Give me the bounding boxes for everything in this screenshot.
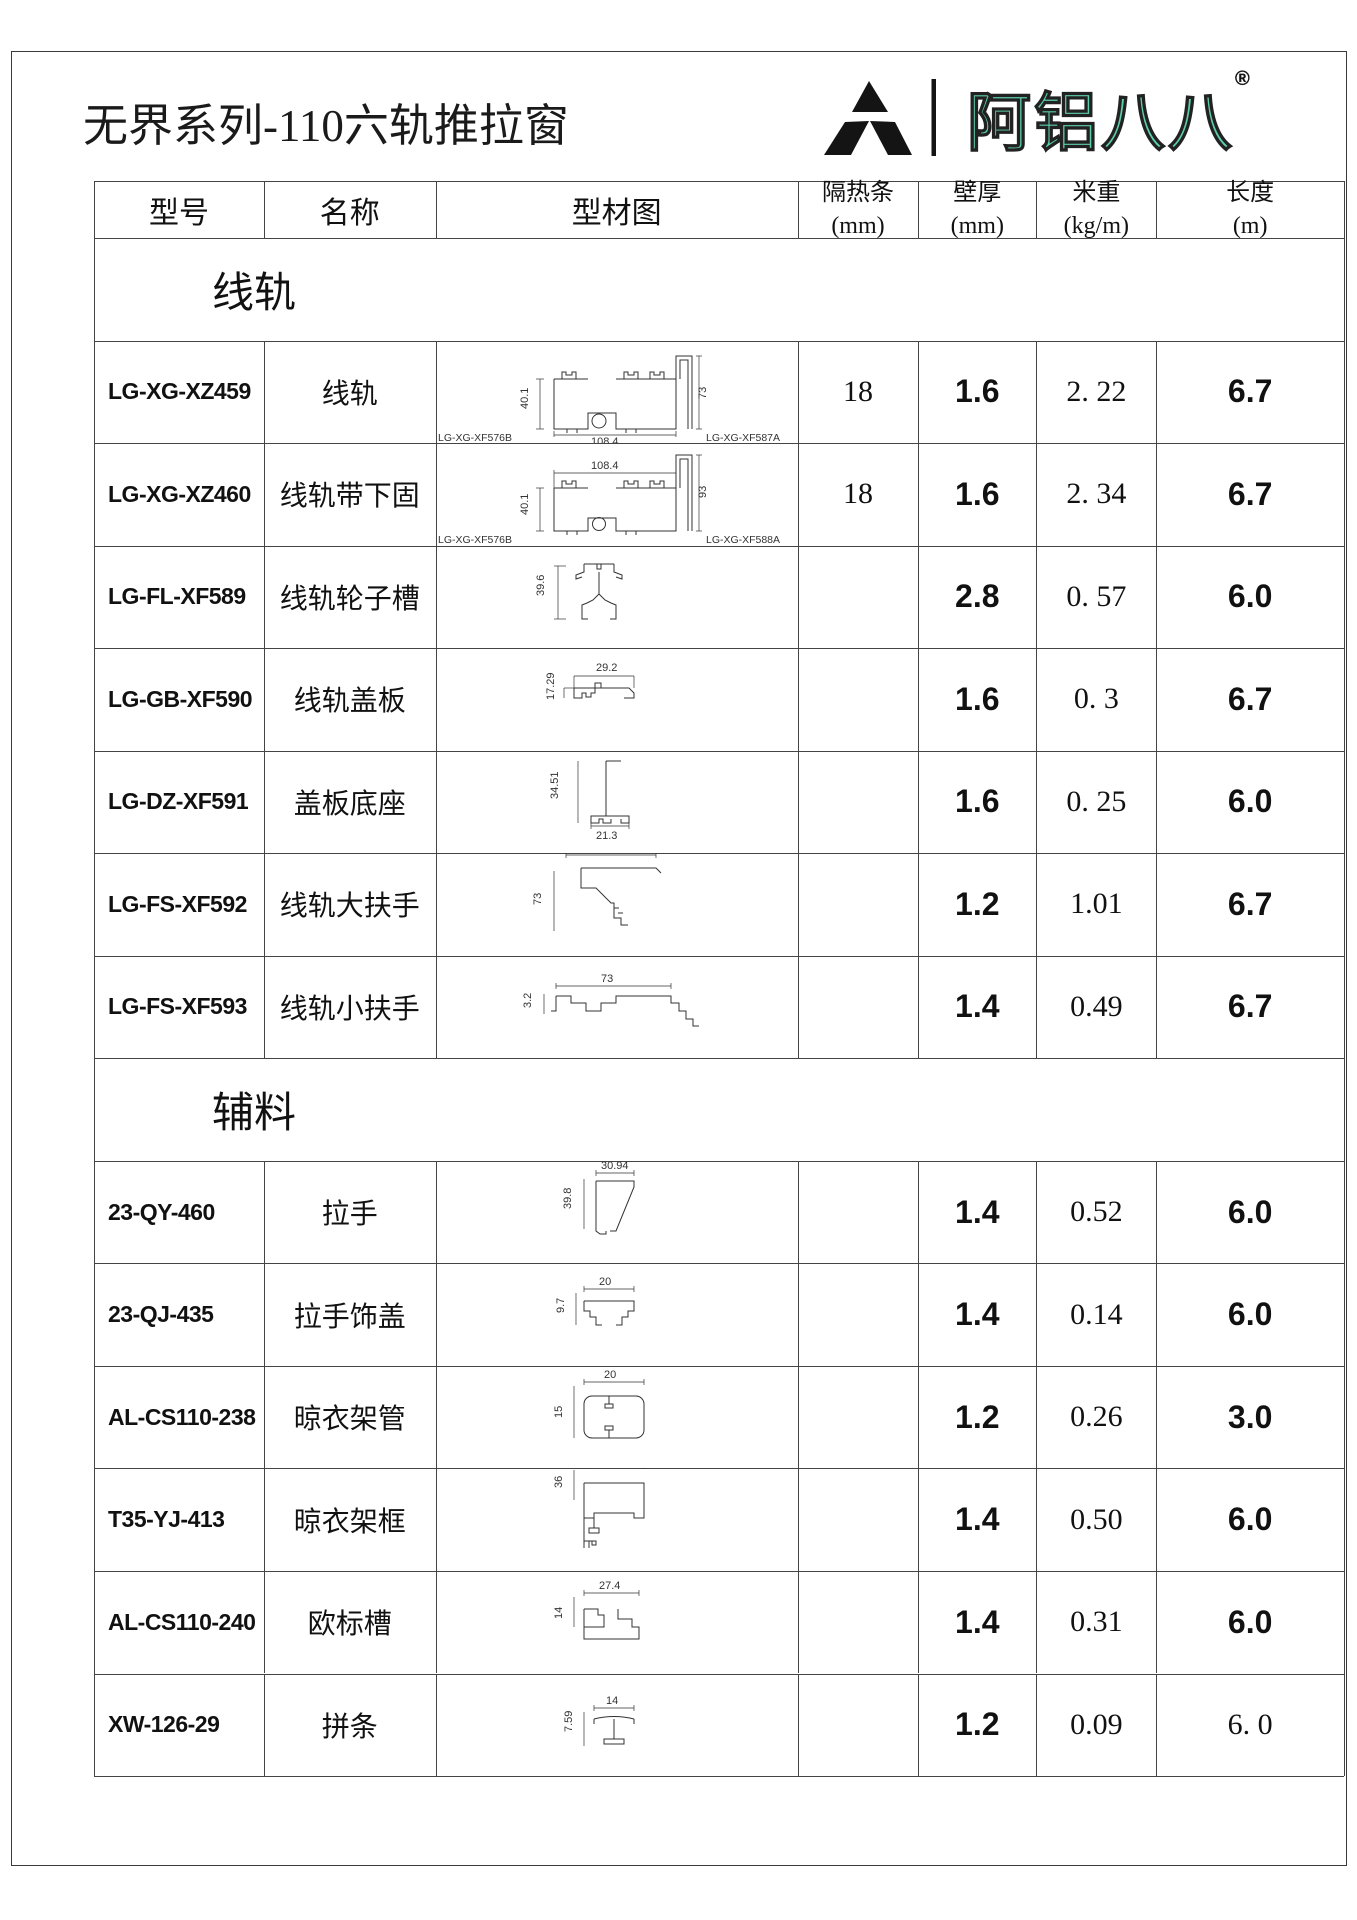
svg-text:40.1: 40.1 xyxy=(519,494,531,515)
svg-text:20: 20 xyxy=(604,1369,616,1381)
svg-text:21.3: 21.3 xyxy=(596,830,617,842)
svg-text:9.7: 9.7 xyxy=(555,1298,567,1313)
svg-text:15: 15 xyxy=(553,1406,565,1418)
svg-text:20: 20 xyxy=(599,1276,611,1288)
svg-text:LG-XG-XF588A: LG-XG-XF588A xyxy=(706,535,780,546)
svg-text:30.94: 30.94 xyxy=(601,1161,629,1172)
svg-text:LG-XG-XF587A: LG-XG-XF587A xyxy=(706,432,780,443)
svg-text:7.59: 7.59 xyxy=(563,1710,575,1731)
svg-text:34.51: 34.51 xyxy=(549,771,561,799)
svg-text:17.29: 17.29 xyxy=(545,673,557,700)
svg-text:40.1: 40.1 xyxy=(519,387,531,408)
svg-text:73: 73 xyxy=(532,893,544,905)
svg-text:93: 93 xyxy=(697,486,709,498)
svg-text:14: 14 xyxy=(606,1694,618,1706)
svg-text:108.4: 108.4 xyxy=(591,460,619,472)
svg-text:78.9: 78.9 xyxy=(601,853,622,854)
svg-text:39.8: 39.8 xyxy=(562,1187,574,1208)
svg-text:73: 73 xyxy=(697,386,709,398)
svg-text:27.4: 27.4 xyxy=(599,1580,620,1592)
svg-text:LG-XG-XF576B: LG-XG-XF576B xyxy=(438,535,512,546)
svg-text:LG-XG-XF576B: LG-XG-XF576B xyxy=(438,432,512,443)
svg-text:36: 36 xyxy=(553,1476,565,1488)
svg-text:108.4: 108.4 xyxy=(591,435,619,443)
svg-text:39.6: 39.6 xyxy=(535,574,547,595)
svg-text:29.2: 29.2 xyxy=(596,662,617,674)
svg-text:14: 14 xyxy=(553,1607,565,1619)
svg-text:3.2: 3.2 xyxy=(522,992,534,1007)
svg-text:73: 73 xyxy=(601,973,613,985)
